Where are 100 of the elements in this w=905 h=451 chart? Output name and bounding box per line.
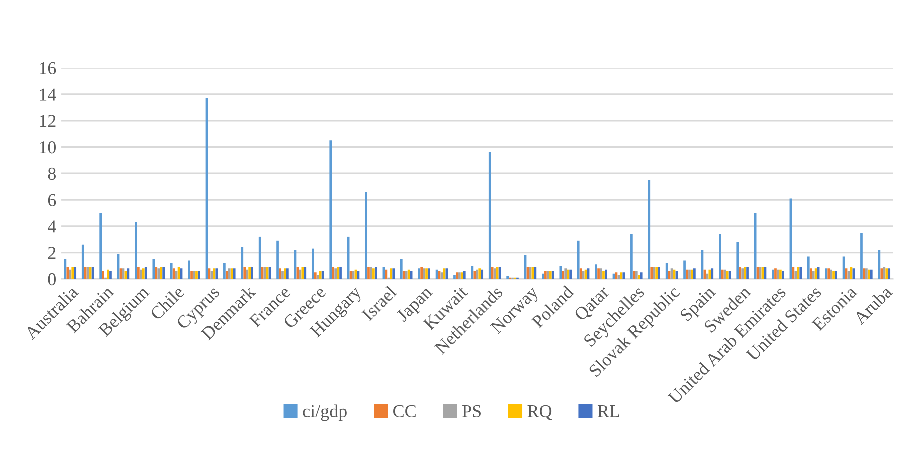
- bar: [650, 267, 654, 280]
- bar: [216, 268, 218, 280]
- legend-label: RL: [598, 406, 620, 418]
- bar: [605, 270, 608, 280]
- bar: [66, 267, 70, 280]
- bar: [542, 274, 544, 280]
- bar: [160, 267, 163, 280]
- bar: [158, 268, 160, 280]
- bar: [721, 270, 724, 280]
- bar: [282, 271, 284, 280]
- bar: [863, 268, 866, 280]
- bar: [736, 242, 740, 280]
- bar: [598, 268, 600, 280]
- bar: [74, 267, 77, 280]
- bar: [506, 276, 509, 280]
- bar: [340, 267, 342, 280]
- bar: [866, 268, 868, 280]
- bar: [546, 271, 550, 280]
- bar: [100, 213, 102, 280]
- bar: [316, 275, 320, 280]
- bar: [82, 244, 84, 280]
- bar: [868, 270, 870, 280]
- bar: [312, 248, 314, 280]
- y-tick-label: 12: [40, 115, 56, 128]
- bar: [886, 268, 888, 280]
- bar: [170, 263, 173, 280]
- bar: [110, 271, 112, 280]
- bar: [544, 271, 547, 280]
- bar: [418, 268, 421, 280]
- bar: [883, 267, 886, 280]
- bar: [807, 256, 810, 280]
- bar: [744, 267, 746, 280]
- bar: [402, 271, 406, 280]
- bar: [658, 267, 660, 280]
- bar: [812, 271, 815, 280]
- bar: [577, 240, 580, 280]
- bar: [190, 271, 193, 280]
- bar: [739, 267, 742, 280]
- bar: [772, 270, 774, 280]
- bar: [322, 271, 324, 280]
- legend-label: RQ: [528, 405, 552, 420]
- bar: [337, 267, 340, 280]
- bar: [135, 222, 138, 280]
- bar: [224, 263, 226, 280]
- bar: [666, 263, 668, 280]
- bar: [152, 259, 156, 280]
- bar: [228, 268, 231, 280]
- bar: [374, 267, 378, 280]
- bar: [711, 268, 714, 280]
- bar: [246, 270, 249, 280]
- bar: [595, 264, 598, 280]
- y-tick-label: 0: [48, 273, 56, 286]
- bar: [794, 271, 798, 280]
- bar: [825, 268, 828, 280]
- bar: [810, 268, 812, 280]
- bar: [638, 275, 640, 280]
- bar: [780, 270, 782, 280]
- y-tick-label: 4: [48, 220, 56, 233]
- bar: [248, 267, 251, 280]
- bar: [428, 268, 430, 280]
- bar: [622, 272, 626, 280]
- y-tick-label: 2: [48, 247, 56, 260]
- bar: [718, 234, 722, 280]
- bar: [138, 267, 140, 280]
- bar: [686, 270, 688, 280]
- bar: [140, 270, 142, 280]
- bar: [107, 270, 110, 280]
- bar: [814, 268, 818, 280]
- bar: [800, 267, 802, 280]
- legend-label: ci/gdp: [303, 404, 347, 422]
- bar: [832, 271, 835, 280]
- bar: [828, 268, 830, 280]
- bar: [334, 268, 337, 280]
- bar: [463, 271, 466, 280]
- bar: [600, 268, 602, 280]
- bar: [193, 271, 196, 280]
- bar: [474, 271, 476, 280]
- bar: [488, 152, 492, 280]
- bar: [684, 260, 686, 280]
- bar: [390, 268, 393, 280]
- bar: [400, 259, 403, 280]
- bar: [481, 270, 484, 280]
- bar: [86, 267, 90, 280]
- bar: [319, 271, 322, 280]
- bar: [630, 234, 633, 280]
- bar: [635, 271, 638, 280]
- bar: [708, 270, 712, 280]
- bar: [632, 271, 636, 280]
- bar: [458, 272, 461, 280]
- bar: [286, 268, 289, 280]
- bar: [567, 270, 570, 280]
- bar: [279, 268, 282, 280]
- bar: [392, 268, 396, 280]
- bar: [830, 270, 832, 280]
- bar: [372, 268, 375, 280]
- bar: [640, 272, 643, 280]
- bar: [491, 267, 494, 280]
- bar: [560, 266, 562, 280]
- bar: [304, 267, 307, 280]
- bar: [797, 267, 800, 280]
